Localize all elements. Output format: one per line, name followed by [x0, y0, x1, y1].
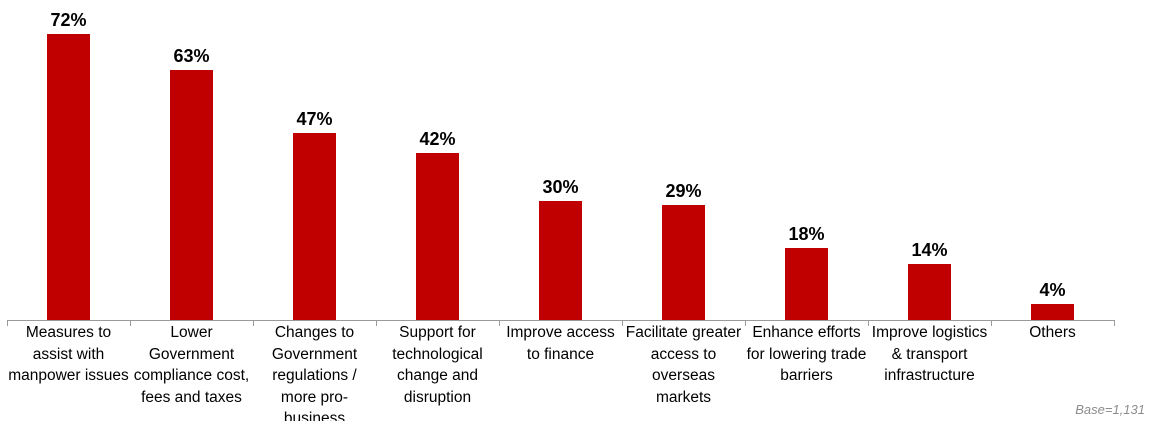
bar — [662, 205, 705, 320]
bar-value-label: 42% — [419, 129, 455, 149]
category-label: Measures to assist with manpower issues — [8, 324, 129, 384]
category-label: Improve logistics & transport infrastruc… — [871, 324, 988, 384]
bar — [293, 133, 336, 320]
category-label: Others — [1029, 324, 1076, 341]
bar-value-label: 14% — [911, 240, 947, 260]
bar-value-label: 72% — [50, 10, 86, 30]
category-label: Changes to Government regulations / more… — [271, 324, 358, 421]
bar-value-label: 30% — [542, 177, 578, 197]
bar-value-label: 4% — [1039, 280, 1065, 300]
bar — [539, 201, 582, 320]
category-label: Support for technological change and dis… — [392, 324, 483, 406]
bar-value-label: 18% — [788, 224, 824, 244]
category-label: Enhance efforts for lowering trade barri… — [746, 324, 867, 384]
bar — [170, 70, 213, 320]
bar — [1031, 304, 1074, 320]
category-label: Facilitate greater access to overseas ma… — [625, 324, 742, 406]
bar-value-label: 63% — [173, 46, 209, 66]
base-note: Base=1,131 — [1075, 402, 1145, 417]
category-label: Improve access to finance — [506, 324, 615, 363]
category-label: Lower Government compliance cost, fees a… — [133, 324, 250, 406]
bar — [908, 264, 951, 320]
bar — [47, 34, 90, 320]
bar — [785, 248, 828, 320]
bar-value-label: 29% — [665, 181, 701, 201]
bar — [416, 153, 459, 320]
bar-value-label: 47% — [296, 109, 332, 129]
